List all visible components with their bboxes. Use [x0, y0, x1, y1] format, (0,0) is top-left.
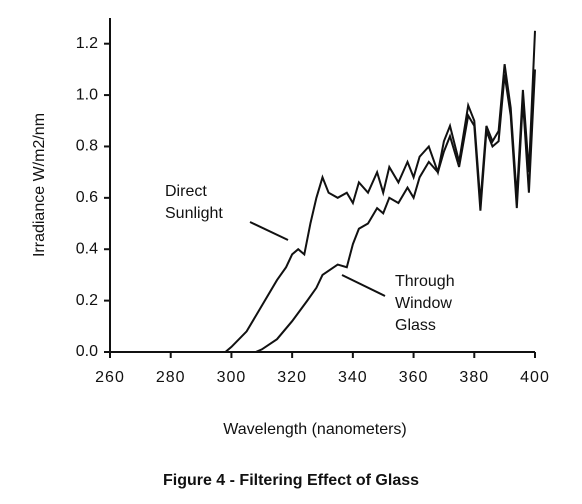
y-tick-label: 0.4: [76, 240, 98, 257]
x-axis-label: Wavelength (nanometers): [223, 421, 407, 438]
y-tick-label: 0.0: [76, 343, 98, 360]
x-tick-label: 400: [520, 369, 550, 386]
x-tick-label: 360: [399, 369, 429, 386]
annotation: Sunlight: [165, 205, 223, 222]
y-tick-label: 0.8: [76, 138, 98, 155]
y-tick-label: 1.0: [76, 86, 98, 103]
x-tick-label: 380: [459, 369, 489, 386]
x-tick-label: 320: [277, 369, 307, 386]
y-tick-label: 0.6: [76, 189, 98, 206]
x-tick-label: 300: [217, 369, 247, 386]
x-tick-label: 280: [156, 369, 186, 386]
annotation: Direct: [165, 183, 207, 200]
annotation: Window: [395, 295, 452, 312]
annotation-arrow: [249, 221, 289, 241]
chart-title: Figure 4 - Filtering Effect of Glass: [163, 472, 419, 489]
series-line: [224, 30, 536, 353]
x-tick-label: 260: [95, 369, 125, 386]
series-line: [255, 69, 536, 353]
y-tick-label: 1.2: [76, 35, 98, 52]
y-axis-label: Irradiance W/m2/nm: [31, 113, 48, 257]
annotation: Glass: [395, 317, 436, 334]
x-tick-label: 340: [338, 369, 368, 386]
y-tick-label: 0.2: [76, 292, 98, 309]
annotation: Through: [395, 273, 455, 290]
annotation-arrow: [341, 274, 386, 297]
